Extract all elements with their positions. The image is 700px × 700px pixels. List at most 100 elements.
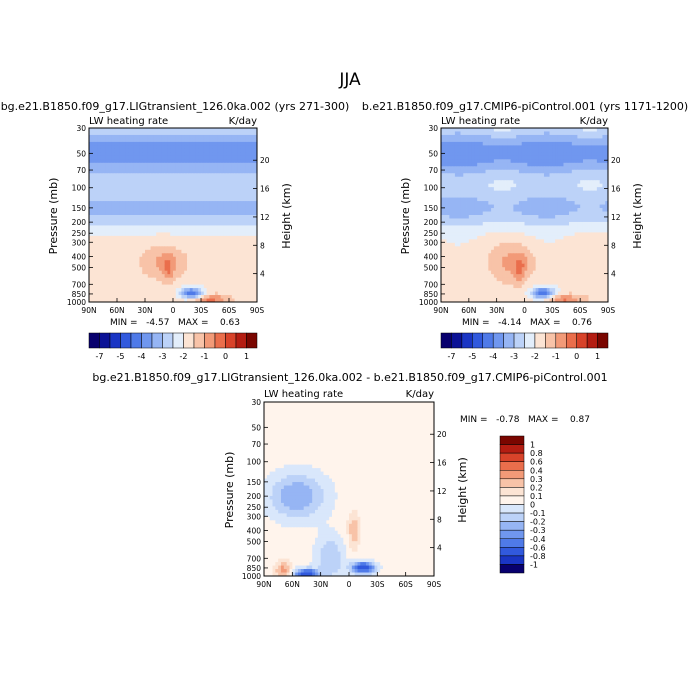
contour-cell <box>145 277 149 282</box>
contour-cell <box>217 169 221 174</box>
contour-cell <box>153 208 157 212</box>
contour-cell <box>571 131 575 136</box>
contour-cell <box>226 148 230 153</box>
contour-cell <box>111 201 115 205</box>
contour-cell <box>125 284 129 289</box>
contour-cell <box>226 270 230 275</box>
contour-cell <box>209 242 213 247</box>
contour-cell <box>178 253 182 258</box>
contour-cell <box>518 187 523 192</box>
contour-cell <box>142 173 146 178</box>
contour-cell <box>131 274 135 279</box>
contour-cell <box>164 221 168 226</box>
contour-cell <box>574 201 578 205</box>
contour-cell <box>243 131 247 136</box>
contour-cell <box>131 166 135 171</box>
contour-cell <box>513 138 517 143</box>
contour-cell <box>187 134 191 139</box>
contour-cell <box>449 201 453 205</box>
contour-cell <box>105 256 109 261</box>
contour-cell <box>150 228 154 233</box>
contour-cell <box>125 176 129 181</box>
contour-cell <box>231 173 235 178</box>
contour-cell <box>237 197 241 202</box>
contour-cell <box>192 145 196 150</box>
contour-cell <box>513 221 517 226</box>
contour-cell <box>111 270 115 275</box>
contour-cell <box>117 204 121 209</box>
contour-cell <box>128 194 132 198</box>
contour-cell <box>217 242 221 247</box>
contour-cell <box>546 155 550 160</box>
contour-cell <box>602 169 606 174</box>
contour-cell <box>580 134 584 139</box>
contour-cell <box>131 256 135 261</box>
contour-cell <box>114 291 118 296</box>
contour-cell <box>240 169 244 174</box>
contour-cell <box>119 194 123 198</box>
contour-cell <box>226 162 230 167</box>
contour-cell <box>119 141 123 146</box>
contour-cell <box>516 201 520 205</box>
contour-cell <box>518 141 523 146</box>
contour-cell <box>555 225 559 230</box>
contour-cell <box>530 152 534 157</box>
contour-cell <box>596 155 601 160</box>
contour-cell <box>527 148 531 153</box>
contour-cell <box>552 232 556 237</box>
contour-cell <box>215 162 219 167</box>
contour-cell <box>571 169 575 174</box>
contour-cell <box>234 225 238 230</box>
contour-cell <box>170 281 174 285</box>
contour-cell <box>474 145 478 150</box>
contour-cell <box>599 225 603 230</box>
contour-cell <box>128 183 132 188</box>
contour-cell <box>466 155 470 160</box>
contour-cell <box>596 232 601 237</box>
contour-cell <box>563 201 567 205</box>
contour-cell <box>125 201 129 205</box>
contour-cell <box>156 246 160 251</box>
contour-cell <box>452 180 456 185</box>
contour-cell <box>153 263 157 268</box>
contour-cell <box>237 201 241 205</box>
contour-cell <box>240 215 244 219</box>
contour-cell <box>441 134 445 139</box>
contour-cell <box>187 260 191 265</box>
contour-cell <box>243 291 247 296</box>
contour-cell <box>605 228 609 233</box>
contour-cell <box>541 218 545 223</box>
contour-cell <box>449 190 453 195</box>
contour-cell <box>187 166 191 171</box>
contour-cell <box>217 235 221 240</box>
contour-cell <box>477 145 481 150</box>
contour-cell <box>122 138 126 143</box>
contour-cell <box>217 208 221 212</box>
contour-cell <box>245 162 249 167</box>
contour-cell <box>599 131 603 136</box>
contour-cell <box>125 242 129 247</box>
contour-cell <box>569 221 573 226</box>
contour-cell <box>94 169 98 174</box>
contour-cell <box>231 256 235 261</box>
contour-cell <box>441 197 445 202</box>
contour-cell <box>184 281 188 285</box>
contour-cell <box>254 284 258 289</box>
contour-cell <box>463 201 467 205</box>
contour-cell <box>240 166 244 171</box>
contour-cell <box>173 134 177 139</box>
contour-cell <box>510 218 514 223</box>
contour-cell <box>167 201 171 205</box>
contour-cell <box>248 239 252 244</box>
contour-cell <box>103 253 107 258</box>
contour-cell <box>161 232 165 237</box>
contour-cell <box>243 169 247 174</box>
contour-cell <box>97 218 101 223</box>
contour-cell <box>571 180 575 185</box>
contour-cell <box>552 194 556 198</box>
contour-cell <box>131 162 135 167</box>
contour-cell <box>496 235 500 240</box>
contour-cell <box>164 155 168 160</box>
contour-cell <box>139 194 143 198</box>
contour-cell <box>549 138 553 143</box>
